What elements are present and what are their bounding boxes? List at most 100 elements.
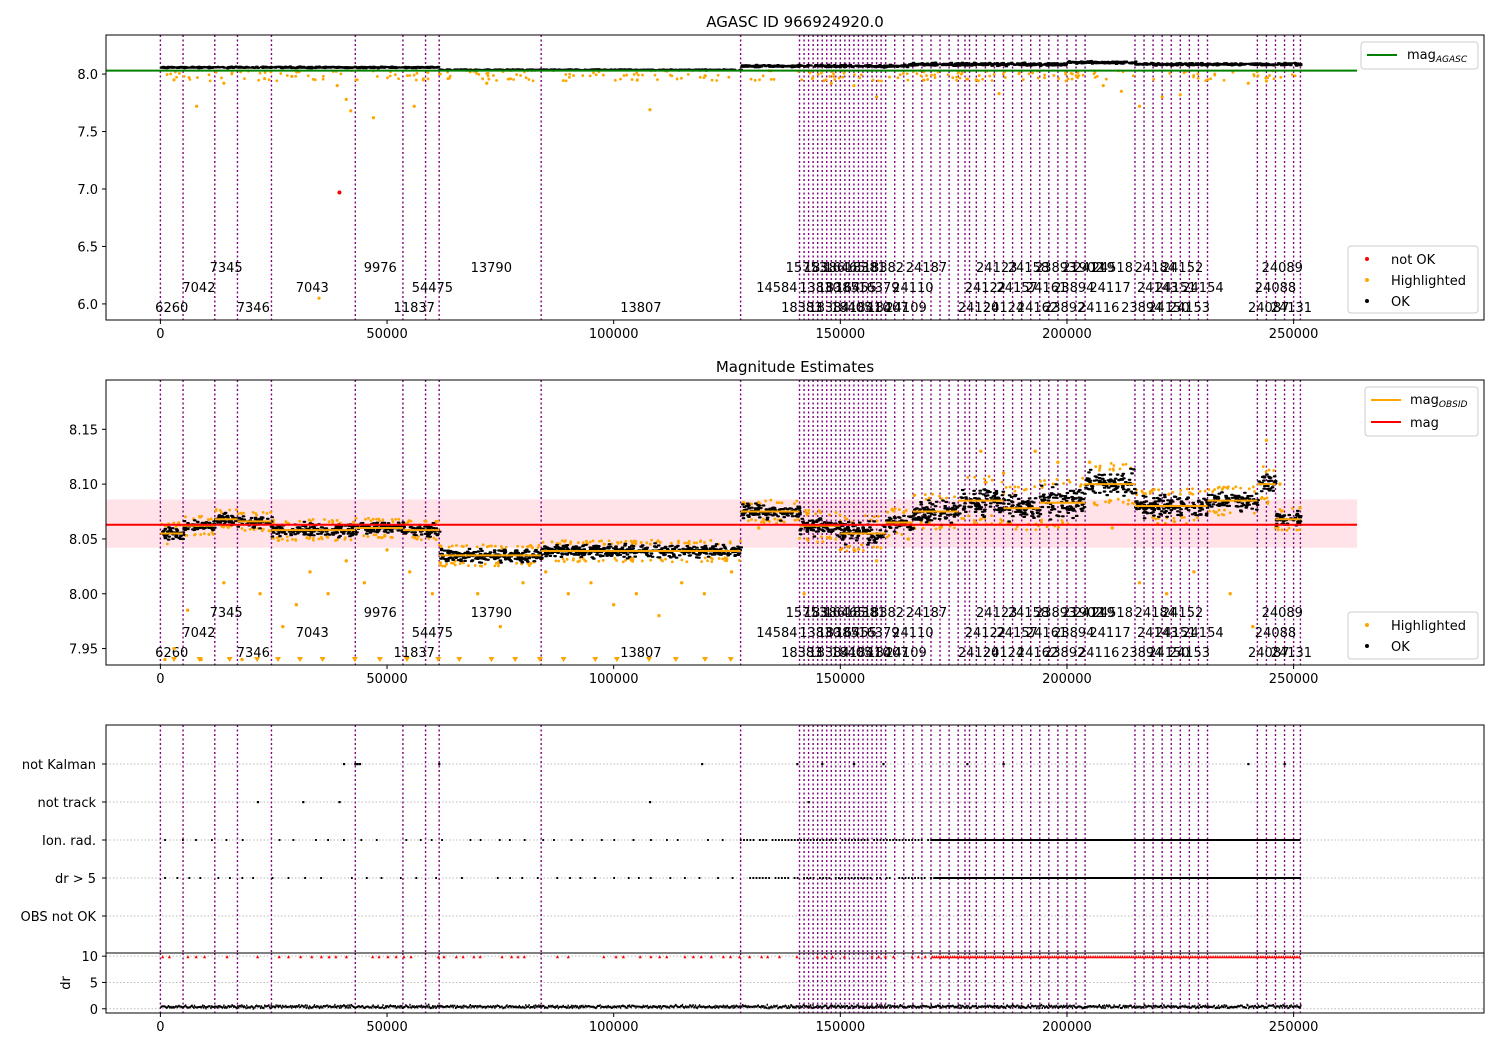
highlighted-point xyxy=(565,557,569,561)
flag-point xyxy=(806,839,809,841)
flag-point xyxy=(825,877,828,879)
flag-point xyxy=(1187,877,1189,879)
y-tick-label: 8.05 xyxy=(69,533,98,548)
highlighted-point xyxy=(619,540,623,544)
flag-point xyxy=(1231,877,1234,879)
flag-point xyxy=(1217,839,1219,841)
highlighted-point xyxy=(527,78,531,81)
flag-point xyxy=(1098,877,1101,879)
flag-point xyxy=(1253,839,1256,841)
ok-points xyxy=(1066,59,1138,65)
highlighted-point xyxy=(692,541,696,545)
obsid-label: 24157 xyxy=(996,281,1037,296)
highlighted-point xyxy=(874,559,879,563)
obsid-label: 18384 xyxy=(808,646,849,661)
flag-point xyxy=(1264,877,1266,879)
obsid-label: 7042 xyxy=(182,626,215,641)
highlighted-point xyxy=(1285,528,1289,532)
ok-points xyxy=(1133,493,1210,520)
highlighted-point xyxy=(1293,74,1297,78)
flag-point xyxy=(1107,877,1110,879)
highlighted-point xyxy=(466,564,470,568)
flag-point xyxy=(1188,877,1191,879)
flag-point xyxy=(1071,877,1074,879)
highlighted-point xyxy=(814,512,818,516)
highlighted-point xyxy=(561,79,565,82)
flag-point xyxy=(1020,839,1023,841)
flag-point xyxy=(441,839,443,841)
dr-clipped-marker xyxy=(1281,955,1286,959)
flag-point xyxy=(1193,839,1196,841)
flag-point xyxy=(1276,877,1279,879)
highlighted-point xyxy=(1148,490,1152,494)
highlighted-point xyxy=(411,535,415,539)
dr-clipped-marker xyxy=(1234,955,1238,959)
flag-point xyxy=(1070,839,1073,841)
highlighted-point xyxy=(1251,624,1255,629)
highlighted-point xyxy=(465,544,469,547)
dr-clipped-marker xyxy=(1057,955,1061,959)
flag-point xyxy=(1055,877,1058,879)
dr-clipped-marker xyxy=(777,955,782,959)
highlighted-point xyxy=(876,515,880,518)
highlighted-point xyxy=(1015,525,1019,529)
flag-point xyxy=(1201,839,1203,841)
highlighted-point xyxy=(1211,490,1215,493)
flag-point xyxy=(1219,877,1222,879)
highlighted-point xyxy=(413,536,417,540)
flag-point xyxy=(1203,839,1206,841)
flag-point xyxy=(1258,839,1261,841)
flag-point xyxy=(1139,877,1142,879)
highlighted-point xyxy=(1172,517,1176,520)
highlighted-point xyxy=(487,544,491,548)
flag-category-label: dr > 5 xyxy=(55,872,96,887)
highlighted-point xyxy=(1043,483,1047,486)
flag-point xyxy=(964,839,967,841)
dr-clipped-marker xyxy=(1114,955,1118,959)
dr-clipped-marker xyxy=(1222,955,1227,959)
clipped-marker xyxy=(376,657,383,662)
flag-point xyxy=(1070,877,1073,879)
flag-point xyxy=(1175,877,1178,879)
highlighted-point xyxy=(933,73,937,77)
obsid-label: 18384 xyxy=(808,301,849,316)
flag-point xyxy=(1260,839,1262,841)
obsid-label: 24158 xyxy=(1008,261,1049,276)
highlighted-point xyxy=(218,508,222,512)
highlighted-point xyxy=(780,501,784,505)
flag-point xyxy=(943,839,946,841)
flag-point xyxy=(1037,877,1040,879)
obsid-label: 18407 xyxy=(867,646,908,661)
highlighted-point xyxy=(1281,509,1285,513)
highlighted-point xyxy=(1209,77,1213,81)
flag-point xyxy=(1015,877,1018,879)
ok-points xyxy=(1134,61,1303,67)
flag-point xyxy=(963,839,965,841)
flag-point xyxy=(1062,877,1065,879)
dr-clipped-marker xyxy=(1107,955,1111,959)
flag-point xyxy=(1059,839,1062,841)
highlighted-point xyxy=(1062,482,1065,485)
flag-point xyxy=(1168,877,1171,879)
flag-point xyxy=(1181,839,1184,841)
flag-point xyxy=(1269,839,1271,841)
highlighted-point xyxy=(1298,528,1301,532)
flag-point xyxy=(1176,839,1179,841)
flag-point xyxy=(1176,877,1179,879)
flag-point xyxy=(1009,877,1011,879)
obsid-label: 24150 xyxy=(1148,646,1189,661)
flag-point xyxy=(908,839,910,841)
highlighted-point xyxy=(362,581,367,585)
flag-point xyxy=(985,877,988,879)
flag-point xyxy=(1069,839,1072,841)
highlighted-point xyxy=(285,535,289,539)
highlighted-point xyxy=(1025,528,1029,532)
highlighted-point xyxy=(966,475,970,479)
flag-point xyxy=(1201,877,1204,879)
flag-point xyxy=(1268,877,1271,879)
flag-point xyxy=(1226,877,1229,879)
clipped-marker xyxy=(702,657,709,662)
highlighted-point xyxy=(434,538,438,542)
flag-point xyxy=(252,877,254,879)
